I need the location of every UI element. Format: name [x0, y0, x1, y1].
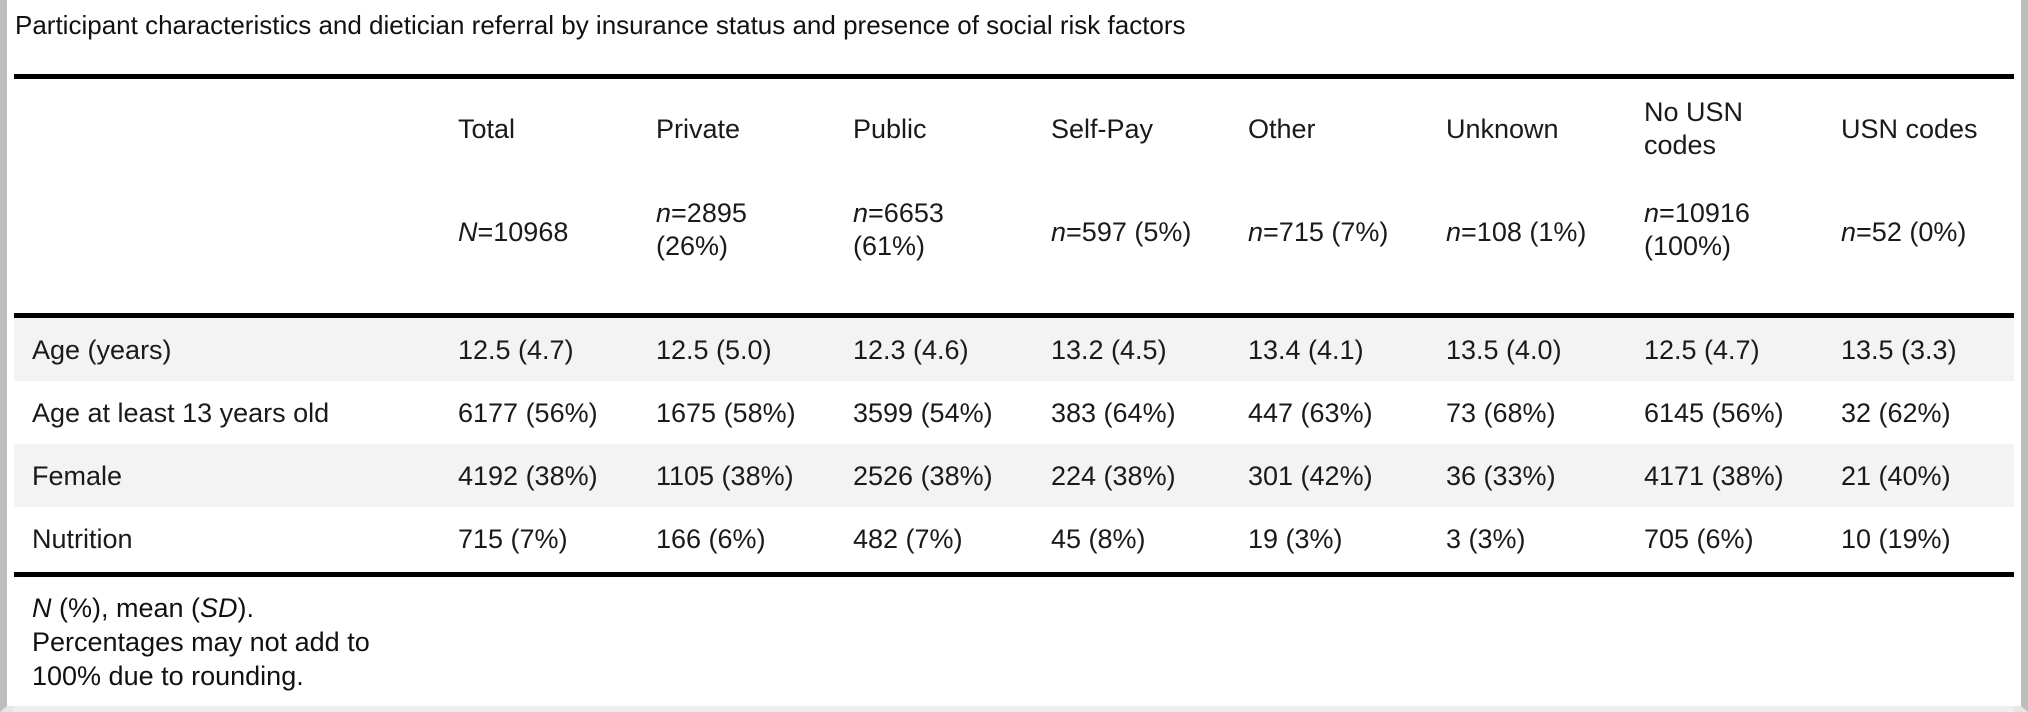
table-cell: 10 (19%) [1841, 524, 1951, 554]
footnote-line-2: Percentages may not add to [32, 627, 370, 657]
table-cell: 19 (3%) [1248, 524, 1343, 554]
col-n-self-pay: n=597 (5%) [1051, 217, 1192, 247]
table-cell: 13.5 (4.0) [1446, 335, 1562, 365]
col-header-self-pay: Self-Pay [1051, 114, 1154, 144]
col-header-no-usn-line2: codes [1644, 130, 1717, 160]
table-cell: 32 (62%) [1841, 398, 1951, 428]
col-n-unknown: n=108 (1%) [1446, 217, 1587, 247]
table-cell: 12.5 (4.7) [458, 335, 574, 365]
table-row [14, 507, 2014, 570]
table-cell: 383 (64%) [1051, 398, 1176, 428]
table-cell: 447 (63%) [1248, 398, 1373, 428]
row-label-female: Female [32, 461, 123, 491]
table-cell: 705 (6%) [1644, 524, 1754, 554]
table-cell: 1675 (58%) [656, 398, 796, 428]
table-cell: 224 (38%) [1051, 461, 1176, 491]
col-header-total: Total [458, 114, 516, 144]
row-label-age-years: Age (years) [32, 335, 172, 365]
table-caption: Participant characteristics and dieticia… [15, 10, 1186, 40]
footnote-line-3: 100% due to rounding. [32, 661, 304, 691]
table-cell: 6145 (56%) [1644, 398, 1784, 428]
table-cell: 3 (3%) [1446, 524, 1526, 554]
table-cell: 4192 (38%) [458, 461, 598, 491]
col-n-no-usn-codes: n=10916 (100%) [1644, 198, 1750, 261]
table-cell: 13.5 (3.3) [1841, 335, 1957, 365]
table-row [14, 318, 2014, 381]
row-label-nutrition: Nutrition [32, 524, 133, 554]
table-cell: 36 (33%) [1446, 461, 1556, 491]
table-cell: 73 (68%) [1446, 398, 1556, 428]
row-label-age-at-least-13: Age at least 13 years old [32, 398, 330, 428]
table-cell: 166 (6%) [656, 524, 766, 554]
col-n-other: n=715 (7%) [1248, 217, 1389, 247]
col-header-other: Other [1248, 114, 1316, 144]
col-header-public: Public [853, 114, 927, 144]
bottom-rule [14, 572, 2014, 577]
col-header-unknown: Unknown [1446, 114, 1559, 144]
table-cell: 1105 (38%) [656, 461, 794, 491]
table-cell: 45 (8%) [1051, 524, 1146, 554]
table-cell: 12.5 (5.0) [656, 335, 772, 365]
table-cell: 301 (42%) [1248, 461, 1373, 491]
col-header-no-usn-line1: No USN [1644, 97, 1744, 127]
table-cell: 715 (7%) [458, 524, 568, 554]
bottom-band [14, 706, 2014, 712]
table-cell: 12.5 (4.7) [1644, 335, 1760, 365]
col-header-private: Private [656, 114, 741, 144]
table-row [14, 444, 2014, 507]
col-n-usn-codes: n=52 (0%) [1841, 217, 1967, 247]
table-cell: 6177 (56%) [458, 398, 598, 428]
col-n-public: n=6653 (61%) [853, 198, 944, 261]
table-footnote: N (%), mean (SD). Percentages may not ad… [32, 591, 370, 693]
table-cell: 13.2 (4.5) [1051, 335, 1167, 365]
table-cell: 3599 (54%) [853, 398, 993, 428]
col-n-total: N=10968 [458, 217, 569, 247]
col-header-no-usn-codes: No USN codes [1644, 96, 1743, 162]
table-cell: 2526 (38%) [853, 461, 993, 491]
header-rule [14, 313, 2014, 318]
table-cell: 12.3 (4.6) [853, 335, 969, 365]
col-n-private: n=2895 (26%) [656, 198, 747, 261]
table-cell: 482 (7%) [853, 524, 963, 554]
footnote-line-1: N (%), mean (SD). [32, 593, 255, 623]
top-rule [14, 74, 2014, 79]
table-cell: 4171 (38%) [1644, 461, 1784, 491]
table-cell: 13.4 (4.1) [1248, 335, 1364, 365]
table-row [14, 381, 2014, 444]
table-cell: 21 (40%) [1841, 461, 1951, 491]
col-header-usn-codes: USN codes [1841, 114, 1978, 144]
